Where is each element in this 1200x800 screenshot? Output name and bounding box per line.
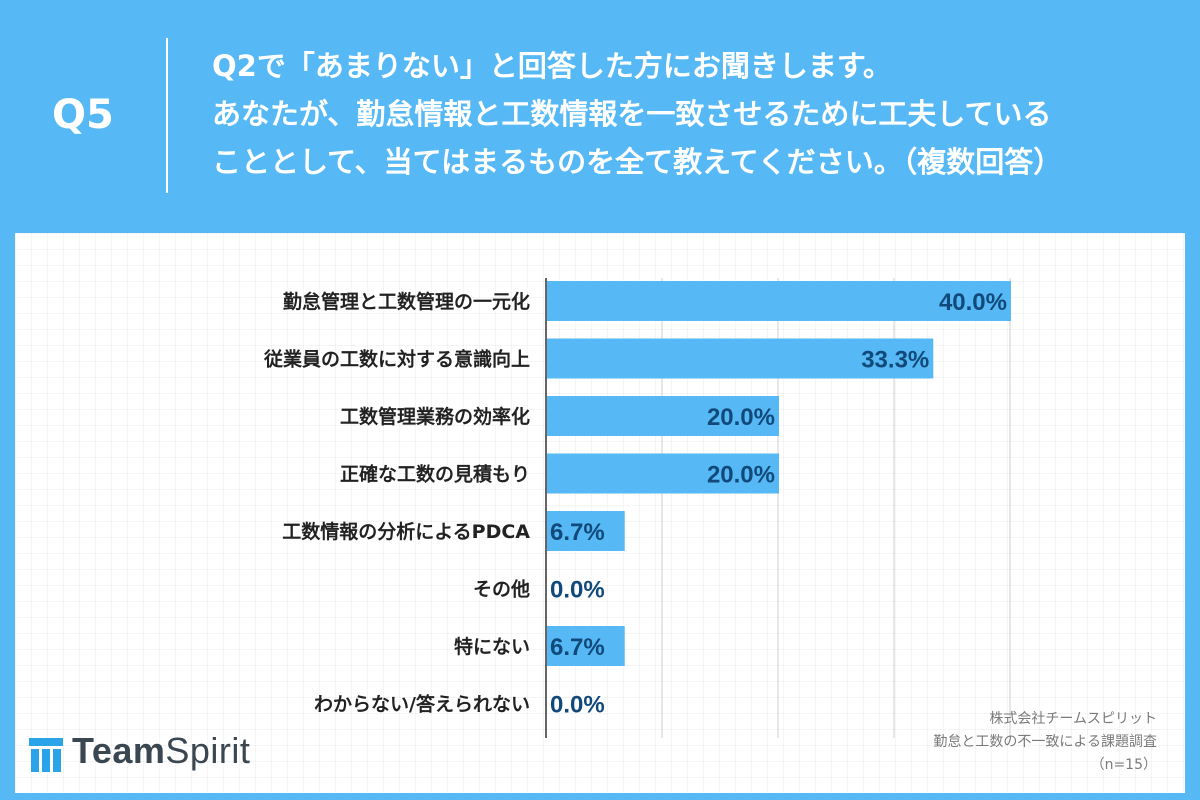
question-text: Q2で「あまりない」と回答した方にお聞きします。 あなたが、勤怠情報と工数情報を…: [212, 42, 1172, 186]
category-label: 特にない: [454, 636, 530, 658]
question-line: こととして、当てはまるものを全て教えてください。（複数回答）: [212, 145, 1063, 179]
logo-wordmark: TeamSpirit: [72, 730, 250, 772]
question-line: あなたが、勤怠情報と工数情報を一致させるために工夫している: [212, 97, 1052, 131]
logo-text-team: Team: [72, 730, 166, 771]
category-label: 工数情報の分析によるPDCA: [282, 520, 530, 543]
category-label: 正確な工数の見積もり: [340, 463, 530, 486]
logo-text-spirit: Spirit: [165, 730, 251, 771]
question-number: Q5: [52, 92, 114, 138]
bar: [547, 396, 779, 436]
question-line: Q2で「あまりない」と回答した方にお聞きします。: [212, 49, 892, 83]
bar: [547, 338, 934, 379]
source-line: 株式会社チームスピリット: [989, 711, 1157, 727]
value-label: 6.7%: [550, 519, 605, 546]
category-label: 工数管理業務の効率化: [340, 405, 530, 428]
header-divider: [166, 38, 168, 193]
value-label: 33.3%: [861, 347, 929, 374]
category-label: わからない/答えられない: [314, 693, 530, 716]
value-label: 20.0%: [707, 404, 775, 431]
bar: [547, 281, 1011, 321]
bar: [547, 511, 625, 551]
value-label: 6.7%: [550, 634, 605, 661]
bar-chart: 勤怠管理と工数管理の一元化 40.0% 従業員の工数に対する意識向上 33.3% 工数管…: [263, 278, 1011, 738]
question-header: Q5 Q2で「あまりない」と回答した方にお聞きします。 あなたが、勤怠情報と工数…: [0, 0, 1200, 230]
value-label: 0.0%: [550, 692, 605, 719]
category-label: その他: [473, 578, 530, 601]
chart-panel: 勤怠管理と工数管理の一元化 40.0% 従業員の工数に対する意識向上 33.3% 工数管…: [15, 233, 1185, 793]
logo-icon: [29, 738, 63, 772]
value-label: 40.0%: [939, 289, 1007, 316]
category-label: 勤怠管理と工数管理の一元化: [283, 290, 530, 313]
source-line: （n=15）: [1090, 757, 1157, 773]
value-label: 20.0%: [707, 462, 775, 489]
bar: [547, 626, 625, 666]
category-label: 従業員の工数に対する意識向上: [263, 348, 530, 371]
source-line: 勤怠と工数の不一致による課題調査: [933, 734, 1157, 750]
value-label: 0.0%: [550, 577, 605, 604]
bar: [547, 453, 779, 494]
source-note: 株式会社チームスピリット 勤怠と工数の不一致による課題調査 （n=15）: [933, 708, 1157, 777]
